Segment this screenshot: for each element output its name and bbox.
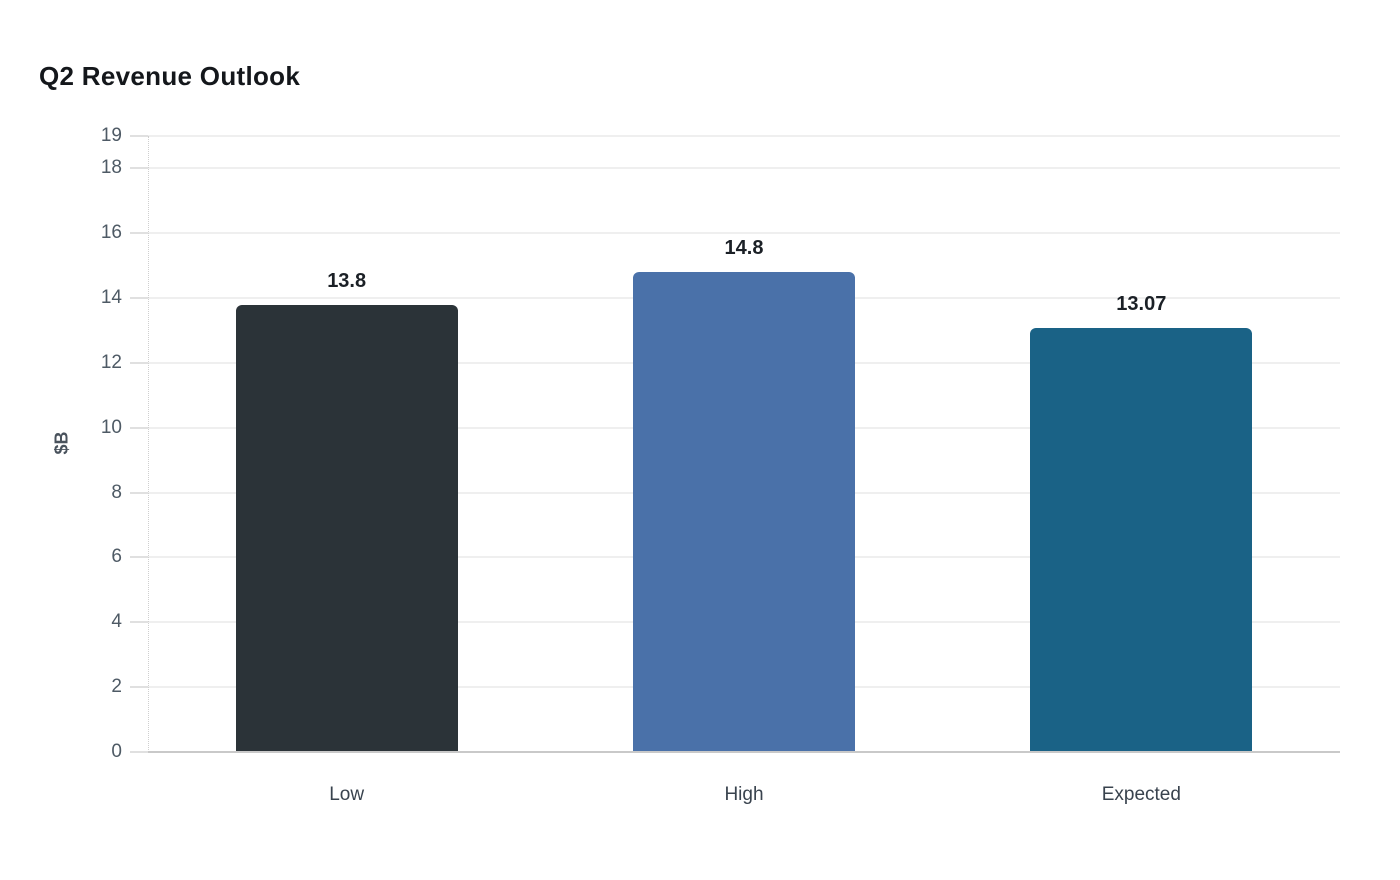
y-tick-label: 12: [100, 351, 122, 373]
y-tick-mark: [130, 361, 148, 364]
y-tick-label: 18: [100, 157, 122, 179]
y-tick-mark: [130, 135, 148, 137]
x-category-label: High: [724, 784, 764, 805]
y-tick-label: 16: [100, 222, 122, 244]
y-tick-mark: [130, 556, 148, 559]
bar-value-label: 13.07: [1116, 293, 1167, 316]
y-tick-label: 6: [111, 546, 122, 568]
y-tick-label: 4: [111, 611, 122, 633]
bar-low: [235, 304, 458, 752]
y-tick-mark: [130, 297, 148, 300]
y-tick-label: 2: [111, 676, 122, 698]
chart-title: Q2 Revenue Outlook: [39, 61, 301, 91]
y-axis-line: [148, 136, 149, 752]
y-gridline: [148, 232, 1340, 235]
bar-value-label: 14.8: [724, 237, 764, 260]
y-tick-mark: [130, 621, 148, 624]
y-tick-mark: [130, 686, 148, 689]
bar-value-label: 13.8: [327, 269, 367, 292]
y-tick-label: 0: [111, 741, 122, 762]
y-tick-label: 19: [100, 125, 122, 146]
y-gridline: [148, 167, 1340, 170]
y-tick-mark: [130, 167, 148, 170]
x-category-label: Low: [329, 784, 365, 805]
y-tick-label: 8: [111, 481, 122, 503]
y-tick-label: 10: [100, 416, 122, 438]
y-tick-mark: [130, 491, 148, 494]
y-tick-mark: [130, 751, 148, 753]
x-category-label: Expected: [1101, 784, 1181, 805]
y-tick-label: 14: [100, 287, 122, 309]
bar-high: [633, 272, 855, 752]
y-gridline: [148, 135, 1340, 137]
bar-expected: [1030, 328, 1253, 752]
y-tick-mark: [130, 426, 148, 429]
y-tick-mark: [130, 232, 148, 235]
x-axis-line: [148, 751, 1340, 753]
